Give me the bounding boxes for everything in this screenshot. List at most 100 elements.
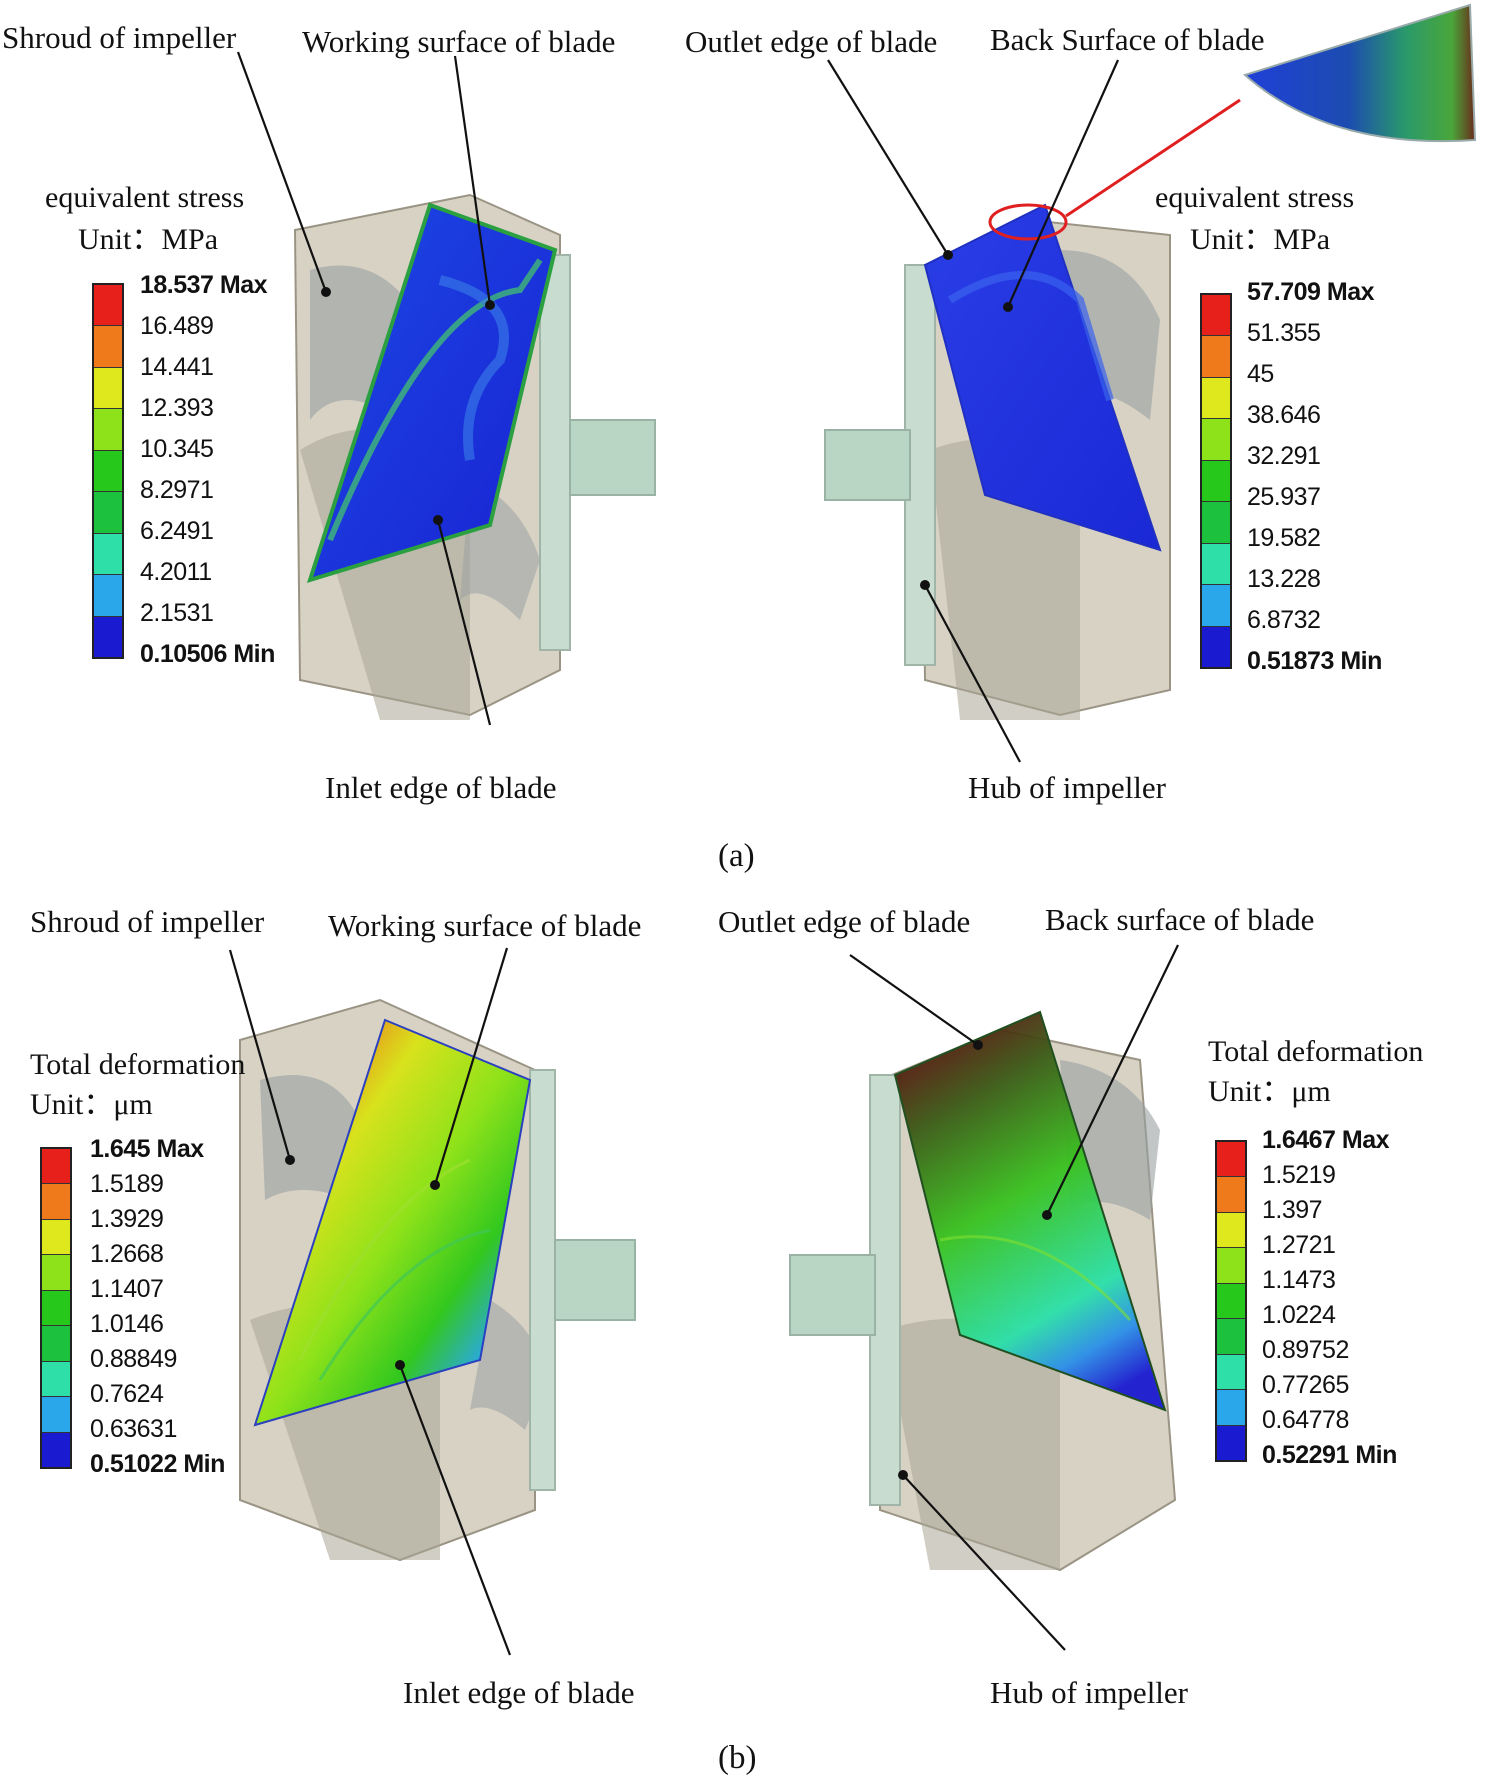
legend-value: 0.64778 — [1262, 1406, 1349, 1434]
legend-value: 19.582 — [1247, 524, 1321, 552]
callout-zoom-inset — [1243, 3, 1477, 143]
legend-swatch — [94, 366, 122, 409]
legend-value: 0.89752 — [1262, 1336, 1349, 1364]
legend-value: 1.645 Max — [90, 1135, 204, 1163]
legend-colorbar-b-left — [40, 1147, 72, 1469]
label-back-surface-b: Back surface of blade — [1045, 902, 1315, 937]
label-hub-b: Hub of impeller — [990, 1675, 1189, 1710]
legend-value: 1.1407 — [90, 1275, 164, 1303]
leader-lines — [228, 51, 1179, 1656]
legend-value: 0.63631 — [90, 1415, 177, 1443]
legend-value: 1.2721 — [1262, 1231, 1336, 1259]
legend-swatch — [94, 615, 122, 657]
panel-tag-b: (b) — [718, 1740, 757, 1776]
legend-value: 51.355 — [1247, 319, 1321, 347]
legend-value: 16.489 — [140, 312, 214, 340]
legend-value: 1.3929 — [90, 1205, 164, 1233]
legend-value: 0.7624 — [90, 1380, 164, 1408]
label-shroud-b: Shroud of impeller — [30, 904, 265, 939]
legend-unit-a-left: Unit：MPa — [78, 223, 219, 256]
legend-swatch — [94, 285, 122, 326]
legend-swatch — [42, 1289, 70, 1326]
callout-ellipse — [988, 203, 1068, 241]
legend-swatch — [42, 1325, 70, 1361]
legend-value: 57.709 Max — [1247, 278, 1375, 306]
legend-unit-b-left: Unit：μm — [30, 1088, 153, 1121]
legend-swatch — [1202, 459, 1230, 502]
legend-values-b-right: 1.6467 Max 1.5219 1.397 1.2721 1.1473 1.0224 0… — [1262, 1123, 1397, 1473]
legend-swatch — [94, 532, 122, 575]
legend-value: 14.441 — [140, 353, 214, 381]
legend-swatch — [1202, 501, 1230, 543]
legend-swatch — [1202, 418, 1230, 460]
legend-swatch — [42, 1396, 70, 1432]
legend-title-b-left: Total deformation — [30, 1048, 246, 1081]
legend-value: 8.2971 — [140, 476, 214, 504]
label-back-surface-a: Back Surface of blade — [990, 22, 1265, 57]
legend-swatch — [1217, 1424, 1245, 1460]
legend-title-a-right: equivalent stress — [1155, 181, 1355, 214]
label-working-surface-a: Working surface of blade — [302, 24, 616, 59]
legend-swatch — [1217, 1211, 1245, 1248]
legend-colorbar-a-left — [92, 283, 124, 659]
legend-values-a-right: 57.709 Max 51.355 45 38.646 32.291 25.937 19.5… — [1247, 272, 1382, 682]
legend-swatch — [1202, 335, 1230, 377]
legend-value: 25.937 — [1247, 483, 1321, 511]
legend-value: 10.345 — [140, 435, 214, 463]
legend-title-a-left: equivalent stress — [45, 181, 245, 214]
legend-value: 6.2491 — [140, 517, 214, 545]
legend-value: 2.1531 — [140, 599, 214, 627]
legend-value: 1.397 — [1262, 1196, 1323, 1224]
panel-tag-a: (a) — [718, 838, 755, 874]
legend-swatch — [1217, 1282, 1245, 1319]
legend-value: 1.6467 Max — [1262, 1126, 1390, 1154]
legend-swatch — [42, 1183, 70, 1219]
impeller-b-left — [239, 998, 636, 1562]
legend-swatch — [1217, 1353, 1245, 1390]
legend-title-b-right: Total deformation — [1208, 1035, 1424, 1068]
legend-value: 0.88849 — [90, 1345, 177, 1373]
legend-value: 4.2011 — [140, 558, 212, 586]
label-working-surface-b: Working surface of blade — [328, 908, 642, 943]
callout-line — [1065, 98, 1241, 218]
legend-value: 0.77265 — [1262, 1371, 1349, 1399]
legend-swatch — [42, 1431, 70, 1467]
label-hub-a: Hub of impeller — [968, 770, 1167, 805]
legend-unit-b-right: Unit：μm — [1208, 1075, 1331, 1108]
label-outlet-edge-a: Outlet edge of blade — [685, 24, 938, 59]
impeller-a-left — [293, 193, 656, 720]
legend-value: 1.2668 — [90, 1240, 164, 1268]
legend-swatch — [94, 325, 122, 367]
legend-value: 38.646 — [1247, 401, 1321, 429]
legend-value: 0.10506 Min — [140, 640, 275, 668]
legend-values-b-left: 1.645 Max 1.5189 1.3929 1.2668 1.1407 1.0146 0… — [90, 1132, 225, 1482]
legend-swatch — [94, 449, 122, 492]
legend-value: 6.8732 — [1247, 606, 1321, 634]
legend-swatch — [1217, 1389, 1245, 1425]
legend-swatch — [1202, 584, 1230, 626]
legend-value: 12.393 — [140, 394, 214, 422]
legend-value: 0.51022 Min — [90, 1450, 225, 1478]
label-shroud-a: Shroud of impeller — [2, 20, 237, 55]
legend-value: 0.51873 Min — [1247, 647, 1382, 675]
legend-swatch — [1202, 376, 1230, 419]
legend-value: 18.537 Max — [140, 271, 268, 299]
legend-swatch — [1202, 542, 1230, 585]
legend-value: 32.291 — [1247, 442, 1321, 470]
legend-unit-a-right: Unit：MPa — [1190, 223, 1331, 256]
legend-swatch — [1217, 1318, 1245, 1354]
legend-value: 1.5219 — [1262, 1161, 1336, 1189]
legend-value: 45 — [1247, 360, 1274, 388]
legend-value: 13.228 — [1247, 565, 1321, 593]
impeller-a-right — [824, 3, 1477, 720]
legend-swatch — [1217, 1142, 1245, 1177]
legend-value: 1.0224 — [1262, 1301, 1336, 1329]
legend-value: 1.1473 — [1262, 1266, 1336, 1294]
legend-swatch — [1202, 295, 1230, 336]
legend-swatch — [94, 408, 122, 450]
legend-swatch — [1217, 1176, 1245, 1212]
label-inlet-edge-b: Inlet edge of blade — [403, 1675, 635, 1710]
legend-swatch — [94, 491, 122, 533]
legend-values-a-left: 18.537 Max 16.489 14.441 12.393 10.345 8.2971… — [140, 265, 275, 675]
